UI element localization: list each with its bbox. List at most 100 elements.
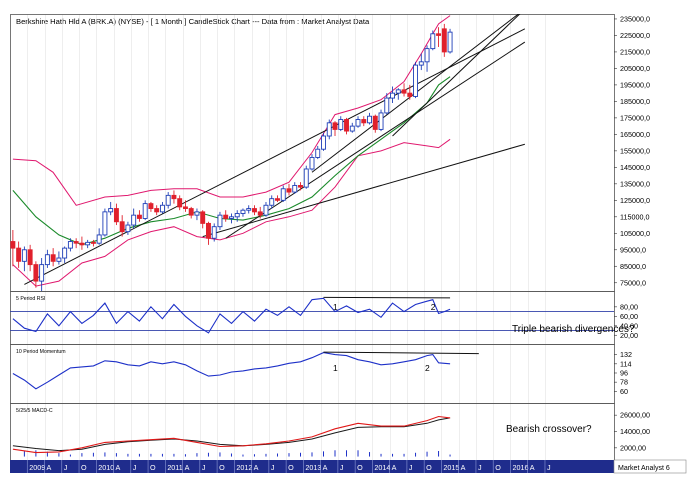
candle-body (372, 115, 378, 130)
time-axis-label: O (219, 463, 225, 472)
candle-body (315, 148, 321, 158)
time-axis-label: 2011 (167, 463, 182, 472)
annotation-text: Bearish crossover? (506, 424, 592, 435)
candle-body (39, 264, 45, 282)
time-axis-label: A (185, 463, 190, 472)
trendline (225, 41, 526, 239)
price-tick-label: 85000,0 (620, 262, 646, 271)
candle-body (136, 214, 142, 219)
candle-body (344, 119, 349, 132)
time-axis-label: J (547, 463, 551, 472)
divergence-line (323, 351, 479, 355)
candle-body (96, 234, 102, 244)
time-axis-label: A (47, 463, 52, 472)
candle-body (10, 241, 16, 249)
candle-body (125, 224, 131, 233)
candle-body (119, 221, 125, 233)
candle-body (338, 119, 344, 130)
candle-body (430, 33, 436, 50)
indicator-line (12, 297, 451, 334)
candle-body (246, 208, 252, 211)
candle-body (298, 185, 303, 188)
bollinger-upper-line (12, 15, 451, 206)
candle-body (286, 188, 292, 193)
panel-label: 5 Period RSI (16, 296, 45, 302)
price-panel-plot (10, 14, 526, 291)
candle-body (182, 206, 188, 210)
time-axis-label: 2015 (443, 463, 459, 472)
candle-body (229, 216, 234, 219)
candle-body (309, 156, 315, 170)
candle-body (148, 203, 154, 210)
price-tick-label: 175000,0 (620, 113, 650, 122)
time-axis-label: J (478, 463, 482, 472)
corner-label-box (613, 459, 687, 474)
candle-body (16, 247, 22, 262)
candle-body (211, 226, 217, 239)
time-axis-label: J (202, 463, 206, 472)
candle-body (326, 122, 332, 137)
panel-tick-label: 60 (620, 387, 628, 396)
candle-body (407, 92, 413, 97)
macd-line (12, 415, 451, 454)
candle-body (269, 198, 275, 206)
price-tick-label: 225000,0 (620, 31, 650, 40)
price-tick-label: 215000,0 (620, 47, 650, 56)
candle-body (223, 214, 229, 219)
candle-body (159, 204, 165, 213)
candle-body (378, 112, 384, 130)
panel-tick-label: 40,00 (620, 321, 638, 330)
candle-body (142, 203, 148, 219)
time-axis-label: O (426, 463, 432, 472)
panel-tick-label: 60,00 (620, 312, 638, 321)
candle-body (113, 208, 119, 223)
candle-body (436, 33, 442, 36)
price-tick-label: 165000,0 (620, 130, 650, 139)
price-tick-label: 195000,0 (620, 80, 650, 89)
annotation-text: Triple bearish divergences? (512, 324, 635, 335)
time-axis: 2009 A J O 2010 A J O 2011 A J O 2012 A J O 2013 A J O 2014 A… (10, 459, 687, 474)
candle-body (275, 198, 280, 201)
candle-body (67, 241, 73, 249)
indicator-line (12, 352, 451, 390)
time-axis-label: A (254, 463, 259, 472)
price-tick-label: 115000,0 (620, 212, 649, 221)
candle-body (321, 135, 326, 150)
time-axis-label: 2014 (374, 463, 390, 472)
panel-tick-label: 132 (620, 350, 632, 359)
divergence-marker-label: 1 (333, 302, 338, 312)
candle-body (165, 194, 171, 206)
candle-body (205, 222, 211, 239)
candle-body (50, 254, 56, 262)
time-axis-label: A (461, 463, 466, 472)
candle-body (292, 185, 298, 193)
candle-body (79, 242, 85, 246)
trendline (311, 14, 520, 173)
candle-body (90, 241, 96, 244)
candle-body (367, 115, 372, 124)
divergence-marker-label: 2 (431, 302, 436, 312)
candle-body (252, 208, 257, 213)
time-axis-label: O (288, 463, 294, 472)
candle-body (62, 247, 68, 259)
divergence-marker-label: 2 (425, 363, 430, 373)
candle-body (441, 28, 447, 53)
candle-body (102, 211, 108, 236)
panel-tick-label: 114 (620, 359, 631, 368)
time-axis-label: J (271, 463, 275, 472)
trendline (392, 14, 521, 137)
time-axis-label: 2013 (305, 463, 321, 472)
candle-body (257, 211, 263, 216)
panel-tick-label: 96 (620, 368, 628, 377)
candle-body (171, 194, 177, 200)
candle-body (154, 208, 160, 213)
chart-title: Berkshire Hath Hld A (BRK.A) (NYSE) - [ … (16, 17, 370, 26)
time-axis-label: J (133, 463, 137, 472)
time-axis-label: J (409, 463, 413, 472)
time-axis-label: O (81, 463, 87, 472)
candle-body (303, 168, 309, 188)
price-tick-label: 125000,0 (620, 196, 650, 205)
trendline (24, 28, 526, 285)
